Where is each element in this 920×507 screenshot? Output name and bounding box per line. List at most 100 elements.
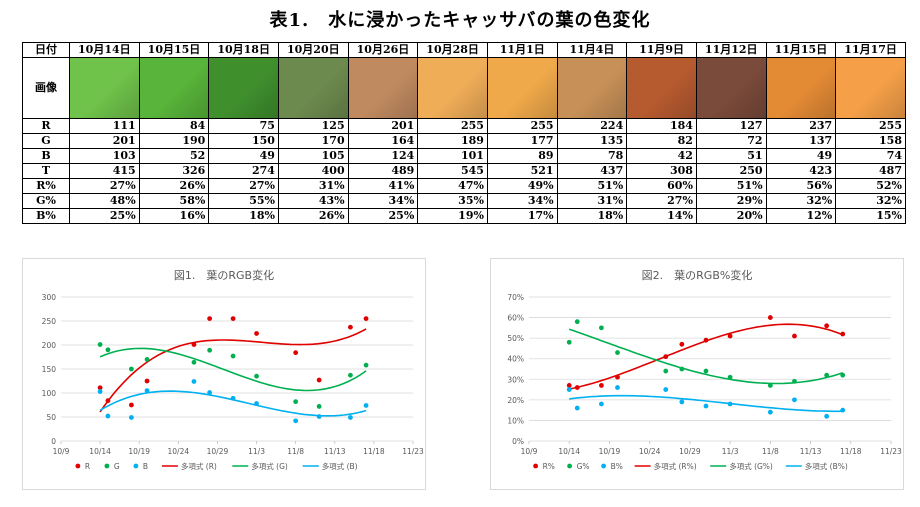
- y-tick-label: 200: [42, 341, 57, 350]
- data-point-b: [316, 414, 322, 419]
- leaf-image-cell: [417, 57, 488, 119]
- data-point-b: [727, 401, 733, 407]
- table-header-row: 日付 10月14日 10月15日 10月18日 10月20日 10月26日 10月28日 11…: [22, 42, 906, 58]
- value-cell: 150: [208, 133, 279, 149]
- table-row: G% 48% 58% 55% 43% 34% 35% 34% 31% 27% 29% 32% 32%: [22, 193, 906, 209]
- value-cell: 84: [138, 118, 210, 134]
- table-row: B% 25% 16% 18% 26% 25% 19% 17% 18% 14% 20% 12% 15%: [22, 208, 906, 224]
- y-tick-label: 150: [42, 365, 57, 374]
- data-point-r: [129, 402, 134, 408]
- value-cell: 158: [835, 133, 906, 149]
- trendline-b: [569, 394, 843, 413]
- value-cell: 127: [695, 118, 767, 134]
- x-tick-label: 10/14: [89, 447, 111, 456]
- row-label-cell: G%: [22, 193, 70, 209]
- leaf-image: [209, 58, 278, 118]
- data-point-r: [679, 341, 685, 347]
- value-cell: 125: [277, 118, 349, 134]
- value-cell: 42: [626, 148, 697, 164]
- value-cell: 35%: [417, 193, 488, 209]
- y-tick-label: 100: [42, 389, 57, 398]
- data-point-r: [767, 315, 773, 320]
- value-cell: 255: [486, 118, 558, 134]
- value-cell: 15%: [835, 208, 906, 224]
- table-row: R% 27% 26% 27% 31% 41% 47% 49% 51% 60% 51% 56% 52%: [22, 178, 906, 194]
- leaf-image-cell: [69, 57, 140, 119]
- value-cell: 184: [626, 118, 697, 134]
- value-cell: 19%: [417, 208, 488, 224]
- x-tick-label: 10/14: [558, 447, 580, 456]
- value-cell: 101: [417, 148, 488, 164]
- data-point-r: [615, 374, 620, 380]
- leaf-image-cell: [486, 57, 558, 119]
- date-cell: 11月9日: [626, 42, 697, 58]
- value-cell: 423: [765, 163, 837, 179]
- data-point-b: [254, 401, 259, 406]
- x-tick-label: 10/29: [207, 447, 229, 456]
- legend-label: G%: [577, 462, 590, 471]
- legend-label: 多項式 (R%): [654, 461, 697, 471]
- chart-title: 図2. 葉のRGB%変化: [642, 268, 753, 282]
- value-cell: 56%: [765, 178, 837, 194]
- value-cell: 164: [347, 133, 419, 149]
- trendline-r: [99, 328, 367, 413]
- value-cell: 308: [626, 163, 697, 179]
- leaf-image-cell: [626, 57, 697, 119]
- leaf-image-cell: [277, 57, 349, 119]
- value-cell: 135: [556, 133, 628, 149]
- data-point-b: [363, 403, 369, 408]
- value-cell: 16%: [138, 208, 210, 224]
- data-point-g: [824, 372, 830, 378]
- date-cell: 11月12日: [695, 42, 767, 58]
- date-cell: 10月14日: [69, 42, 140, 58]
- value-cell: 170: [277, 133, 349, 149]
- y-tick-label: 30%: [507, 375, 524, 384]
- date-cell: 11月1日: [486, 42, 558, 58]
- legend-marker: [104, 463, 110, 469]
- leaf-image: [418, 58, 487, 118]
- data-point-g: [191, 359, 197, 365]
- data-point-r: [574, 385, 580, 390]
- date-cell: 11月4日: [556, 42, 628, 58]
- value-cell: 31%: [556, 193, 628, 209]
- data-point-b: [191, 379, 197, 384]
- data-point-b: [599, 401, 604, 407]
- value-cell: 41%: [347, 178, 419, 194]
- value-cell: 255: [835, 118, 906, 134]
- value-cell: 55%: [208, 193, 279, 209]
- data-point-g: [348, 372, 353, 378]
- chart-svg: 図1. 葉のRGB変化 0 50 100 150 200 250 300 10/9 10/14 10…: [42, 268, 424, 471]
- data-point-b: [129, 415, 134, 420]
- leaf-image: [348, 58, 418, 118]
- image-row: 画像: [22, 57, 906, 119]
- data-point-r: [727, 333, 733, 339]
- data-point-r: [293, 350, 299, 356]
- y-tick-label: 10%: [507, 416, 524, 425]
- value-cell: 237: [765, 118, 837, 134]
- data-point-r: [191, 342, 197, 347]
- data-point-g: [293, 399, 299, 405]
- trendline-g: [568, 328, 843, 385]
- value-cell: 189: [417, 133, 488, 149]
- legend-marker: [75, 463, 81, 469]
- x-tick-label: 10/9: [53, 447, 70, 456]
- legend-label: 多項式 (R): [181, 461, 217, 471]
- data-point-g: [679, 366, 685, 372]
- legend-label: 多項式 (G): [251, 461, 288, 471]
- data-point-b: [230, 395, 236, 401]
- x-tick-label: 10/9: [521, 447, 538, 456]
- y-tick-label: 300: [42, 293, 57, 302]
- data-point-b: [679, 399, 685, 405]
- value-cell: 190: [138, 133, 210, 149]
- data-point-b: [663, 387, 669, 392]
- legend-label: 多項式 (B): [322, 461, 358, 471]
- data-point-r: [207, 316, 213, 321]
- value-cell: 201: [347, 118, 419, 134]
- leaf-image: [70, 58, 139, 118]
- data-point-g: [129, 366, 134, 372]
- leaf-image-cell: [208, 57, 279, 119]
- data-point-b: [767, 409, 773, 415]
- rgb-chart: 図1. 葉のRGB変化 0 50 100 150 200 250 300 10/9 10/14 10…: [22, 258, 426, 490]
- data-point-g: [254, 373, 259, 379]
- data-point-b: [207, 390, 213, 395]
